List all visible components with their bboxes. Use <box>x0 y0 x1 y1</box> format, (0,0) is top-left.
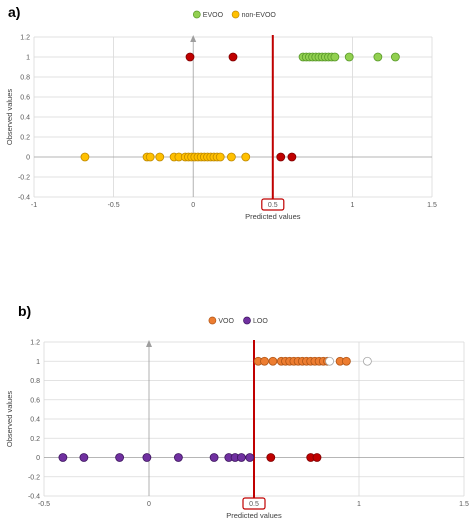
y-axis-title: Observed values <box>5 89 14 146</box>
y-axis-arrow <box>146 340 152 347</box>
data-point-evoo <box>373 52 383 62</box>
data-point-evoo <box>390 52 400 62</box>
legend-marker <box>231 10 240 19</box>
data-point-loo <box>58 453 68 462</box>
legend-label: non-EVOO <box>242 12 277 19</box>
legend-label: EVOO <box>203 12 224 19</box>
y-tick-label: 1 <box>26 55 30 62</box>
y-tick-label: 0.2 <box>30 436 40 443</box>
y-tick-label: -0.4 <box>28 494 40 501</box>
data-point <box>362 356 372 366</box>
legend-marker <box>208 316 217 325</box>
y-tick-label: 0.6 <box>30 397 40 404</box>
data-point-loo <box>79 453 89 462</box>
data-point-non-evoo <box>80 152 90 162</box>
x-tick-label: 1 <box>357 501 361 508</box>
x-tick-label: 0 <box>147 501 151 508</box>
x-tick-label: -0.5 <box>108 202 120 209</box>
panel-label: a) <box>8 4 20 20</box>
y-tick-label: 1 <box>36 359 40 366</box>
data-point <box>287 152 297 162</box>
y-tick-label: 0.8 <box>20 75 30 82</box>
data-point <box>276 152 286 162</box>
data-point <box>325 356 335 366</box>
data-point-loo <box>115 453 124 462</box>
y-tick-label: -0.2 <box>18 175 30 182</box>
panel-label: b) <box>18 303 31 319</box>
y-tick-label: -0.2 <box>28 474 40 481</box>
y-axis-arrow <box>190 35 197 42</box>
data-point-loo <box>142 453 152 462</box>
y-tick-label: 0.2 <box>20 135 30 142</box>
data-point-loo <box>173 453 183 462</box>
y-tick-label: 1.2 <box>30 340 40 347</box>
y-tick-label: 0.4 <box>20 115 30 122</box>
x-tick-label: -0.5 <box>38 501 50 508</box>
data-point-evoo <box>330 52 340 62</box>
x-tick-label: 1.5 <box>427 202 437 209</box>
data-point <box>228 52 238 62</box>
y-tick-label: 1.2 <box>20 35 30 42</box>
x-tick-label: -1 <box>31 202 37 209</box>
data-point-loo <box>236 453 246 462</box>
data-point <box>266 453 276 462</box>
data-point-non-evoo <box>241 152 251 162</box>
data-point-voo <box>268 356 278 366</box>
legend-marker <box>243 316 251 325</box>
data-point <box>312 453 322 462</box>
x-tick-label: 1.5 <box>459 501 469 508</box>
legend-label: VOO <box>218 318 234 325</box>
y-tick-label: 0 <box>36 455 40 462</box>
y-axis-title: Observed values <box>5 391 14 448</box>
data-point-loo <box>209 453 219 462</box>
y-tick-label: -0.4 <box>18 195 30 202</box>
data-point-non-evoo <box>145 152 155 162</box>
y-tick-label: 0.4 <box>30 417 40 424</box>
chart-panel-a: a) -1 -0.5 0 0.5 1 1.5 -0.4 -0.2 0 0.2 0.4 0.6 0.8 1 1.… <box>5 4 437 221</box>
x-tick-label-threshold: 0.5 <box>268 202 278 209</box>
legend-marker <box>192 10 201 19</box>
data-point-evoo <box>344 52 354 62</box>
x-tick-label: 1 <box>350 202 354 209</box>
x-axis-title: Predicted values <box>226 511 282 520</box>
y-tick-label: 0.6 <box>20 95 30 102</box>
data-point-non-evoo <box>215 152 225 162</box>
legend-label: LOO <box>253 318 268 325</box>
y-tick-label: 0 <box>26 155 30 162</box>
data-point-voo <box>260 356 269 366</box>
data-point-non-evoo <box>227 152 236 162</box>
data-point-loo <box>245 453 255 462</box>
y-tick-label: 0.8 <box>30 378 40 385</box>
chart-panel-b: b) -0.5 0 0.5 1 1.5 -0.4 -0.2 0 0.2 0.4 0.6 0.8 1 1.2 P… <box>5 303 469 520</box>
data-point-voo <box>341 356 351 366</box>
data-point-non-evoo <box>155 152 165 162</box>
x-tick-label: 0 <box>191 202 195 209</box>
data-point <box>185 52 195 62</box>
x-axis-title: Predicted values <box>245 212 301 221</box>
x-tick-label-threshold: 0.5 <box>249 501 259 508</box>
